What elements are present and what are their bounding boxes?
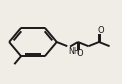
Text: NH: NH	[68, 47, 80, 56]
Text: O: O	[77, 49, 83, 58]
Text: O: O	[98, 26, 105, 35]
